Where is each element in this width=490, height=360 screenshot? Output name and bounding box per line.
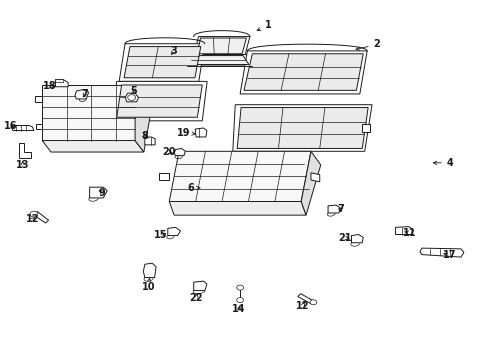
Text: 12: 12 (25, 215, 39, 224)
Polygon shape (169, 202, 306, 215)
Polygon shape (119, 44, 205, 81)
Circle shape (310, 300, 317, 305)
Polygon shape (240, 51, 367, 94)
Polygon shape (19, 143, 31, 158)
Polygon shape (244, 54, 363, 90)
Text: 14: 14 (232, 304, 246, 314)
Polygon shape (144, 263, 156, 278)
Text: 10: 10 (142, 278, 155, 292)
Polygon shape (145, 137, 155, 145)
Text: 16: 16 (4, 121, 17, 131)
Circle shape (128, 95, 136, 100)
Polygon shape (42, 140, 144, 152)
Text: 1: 1 (257, 20, 272, 31)
Polygon shape (168, 227, 180, 235)
Polygon shape (194, 281, 207, 291)
Polygon shape (351, 234, 363, 243)
Polygon shape (159, 173, 169, 180)
Text: 3: 3 (171, 46, 177, 56)
Polygon shape (169, 151, 311, 202)
Circle shape (237, 285, 244, 290)
Text: 4: 4 (433, 158, 454, 168)
Text: 9: 9 (99, 188, 106, 198)
Circle shape (30, 211, 38, 217)
Text: 20: 20 (163, 147, 176, 157)
Polygon shape (117, 85, 202, 117)
Polygon shape (362, 125, 369, 132)
Polygon shape (11, 126, 34, 131)
Polygon shape (195, 128, 207, 137)
Text: 13: 13 (16, 160, 29, 170)
Text: 19: 19 (177, 128, 195, 138)
Polygon shape (90, 187, 107, 198)
Text: 11: 11 (403, 228, 417, 238)
Polygon shape (55, 80, 68, 87)
Text: 6: 6 (187, 183, 200, 193)
Polygon shape (237, 108, 368, 148)
Text: 2: 2 (356, 40, 380, 50)
Polygon shape (124, 46, 201, 78)
Text: 8: 8 (142, 131, 148, 141)
Polygon shape (34, 212, 49, 223)
Polygon shape (197, 38, 246, 54)
Polygon shape (125, 93, 139, 102)
Circle shape (237, 298, 244, 303)
Polygon shape (36, 124, 42, 130)
Text: 15: 15 (154, 230, 168, 239)
Polygon shape (298, 294, 314, 304)
Text: 18: 18 (43, 81, 56, 91)
Polygon shape (174, 148, 185, 156)
Polygon shape (301, 151, 321, 215)
Text: 5: 5 (130, 86, 137, 96)
Text: 7: 7 (81, 89, 88, 99)
Polygon shape (191, 55, 249, 64)
Polygon shape (187, 54, 252, 66)
Polygon shape (420, 248, 464, 257)
Polygon shape (194, 37, 250, 55)
Polygon shape (395, 226, 414, 234)
Polygon shape (42, 85, 135, 140)
Text: 21: 21 (339, 233, 352, 243)
Polygon shape (233, 105, 372, 151)
Text: 17: 17 (442, 250, 456, 260)
Polygon shape (135, 85, 154, 152)
Polygon shape (75, 90, 89, 99)
Text: 22: 22 (190, 293, 203, 303)
Text: 12: 12 (296, 301, 309, 311)
Text: 7: 7 (337, 204, 343, 215)
Polygon shape (35, 96, 42, 102)
Polygon shape (328, 205, 340, 213)
Polygon shape (311, 173, 320, 182)
Polygon shape (112, 81, 207, 121)
